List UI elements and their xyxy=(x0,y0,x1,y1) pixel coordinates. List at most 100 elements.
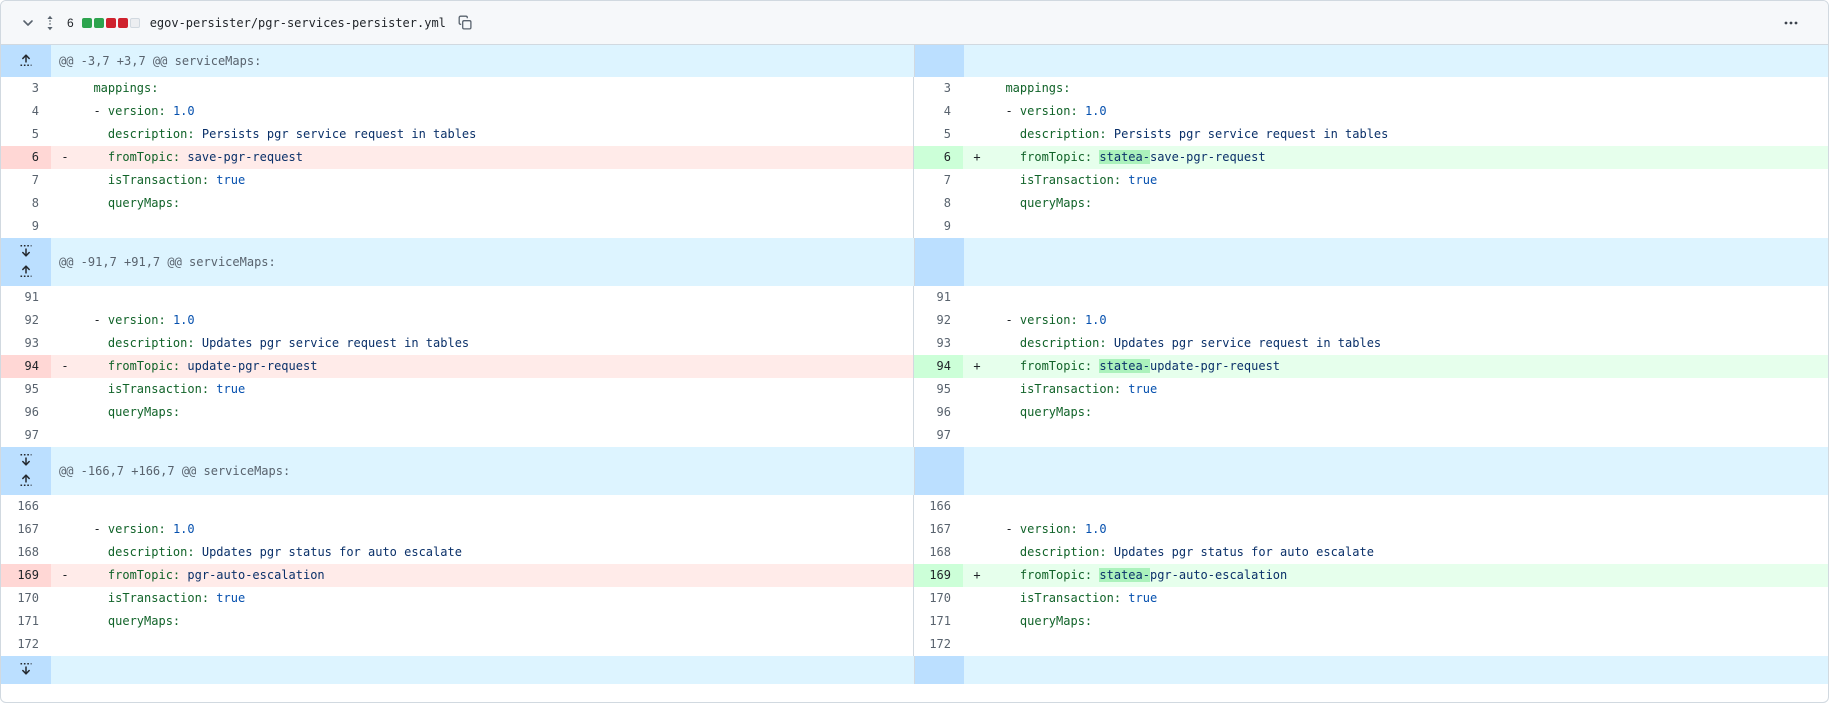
right-code-cell: mappings: xyxy=(1005,81,1071,95)
diff-marker xyxy=(51,401,79,424)
file-options-button[interactable] xyxy=(1780,12,1802,34)
left-code-cell: fromTopic: pgr-auto-escalation xyxy=(107,568,325,582)
hunk-expand-gutter-right xyxy=(914,447,964,495)
left-line-number[interactable]: 5 xyxy=(31,127,39,141)
right-code-cell: description: Updates pgr status for auto… xyxy=(1019,545,1374,559)
right-line-number[interactable]: 169 xyxy=(913,564,963,587)
left-code-cell xyxy=(79,633,913,656)
diff-code-row: 8 queryMaps: 8 queryMaps: xyxy=(1,192,1828,215)
right-line-number[interactable]: 5 xyxy=(913,123,963,146)
right-line-number[interactable]: 97 xyxy=(913,424,963,447)
right-code-cell: - version: 1.0 xyxy=(991,522,1107,536)
left-line-number[interactable]: 170 xyxy=(17,591,39,605)
diff-marker: + xyxy=(973,150,981,164)
left-line-number[interactable]: 97 xyxy=(24,428,39,442)
hunk-header-text: @@ -166,7 +166,7 @@ serviceMaps: xyxy=(59,464,291,478)
hunk-expand-gutter-right xyxy=(914,45,964,77)
fold-down-icon xyxy=(18,243,34,262)
hunk-header-text: @@ -3,7 +3,7 @@ serviceMaps: xyxy=(59,54,262,68)
copy-path-button[interactable] xyxy=(454,12,476,34)
kebab-menu-icon xyxy=(1784,21,1798,24)
left-line-number[interactable]: 8 xyxy=(31,196,39,210)
right-line-number[interactable]: 171 xyxy=(913,610,963,633)
right-code-cell: - version: 1.0 xyxy=(991,104,1107,118)
right-line-number[interactable]: 166 xyxy=(913,495,963,518)
expand-down-button[interactable] xyxy=(1,451,51,471)
expand-up-button[interactable] xyxy=(1,471,51,491)
diff-code-row: 5 description: Persists pgr service requ… xyxy=(1,123,1828,146)
right-line-number[interactable]: 4 xyxy=(913,100,963,123)
left-line-number[interactable]: 94 xyxy=(1,355,51,378)
hunk-header-row: @@ -91,7 +91,7 @@ serviceMaps: xyxy=(1,238,1828,286)
diff-marker xyxy=(963,332,991,355)
diff-marker xyxy=(963,309,991,332)
right-code-cell: isTransaction: true xyxy=(1019,173,1158,187)
left-code-cell: isTransaction: true xyxy=(107,591,246,605)
diff-marker xyxy=(963,401,991,424)
left-line-number[interactable]: 4 xyxy=(31,104,39,118)
right-line-number[interactable]: 92 xyxy=(913,309,963,332)
right-line-number[interactable]: 172 xyxy=(913,633,963,656)
diffstat-square-added xyxy=(81,17,92,28)
left-code-cell: queryMaps: xyxy=(107,196,181,210)
left-line-number[interactable]: 166 xyxy=(17,499,39,513)
diff-code-row: 171 queryMaps: 171 queryMaps: xyxy=(1,610,1828,633)
diffstat xyxy=(81,17,140,28)
right-line-number[interactable]: 167 xyxy=(913,518,963,541)
expand-up-button[interactable] xyxy=(1,262,51,282)
right-code-cell xyxy=(991,215,1828,238)
right-code-cell: queryMaps: xyxy=(1019,196,1093,210)
right-line-number[interactable]: 96 xyxy=(913,401,963,424)
diff-marker xyxy=(51,495,79,518)
fold-up-icon xyxy=(18,52,34,71)
right-code-cell: fromTopic: statea-save-pgr-request xyxy=(1019,150,1266,164)
left-line-number[interactable]: 171 xyxy=(17,614,39,628)
diff-marker xyxy=(51,169,79,192)
right-line-number[interactable]: 170 xyxy=(913,587,963,610)
diff-marker xyxy=(51,309,79,332)
diff-marker xyxy=(963,587,991,610)
fold-up-icon xyxy=(18,263,34,282)
left-code-cell: - version: 1.0 xyxy=(79,313,195,327)
right-line-number[interactable]: 95 xyxy=(913,378,963,401)
right-code-cell xyxy=(991,286,1828,309)
right-line-number[interactable]: 9 xyxy=(913,215,963,238)
left-line-number[interactable]: 172 xyxy=(17,637,39,651)
right-line-number[interactable]: 91 xyxy=(913,286,963,309)
right-line-number[interactable]: 7 xyxy=(913,169,963,192)
left-line-number[interactable]: 93 xyxy=(24,336,39,350)
file-path: egov-persister/pgr-services-persister.ym… xyxy=(149,15,446,30)
left-line-number[interactable]: 167 xyxy=(17,522,39,536)
expand-down-button[interactable] xyxy=(1,660,51,680)
left-line-number[interactable]: 6 xyxy=(1,146,51,169)
left-line-number[interactable]: 92 xyxy=(24,313,39,327)
left-line-number[interactable]: 7 xyxy=(31,173,39,187)
expand-down-button[interactable] xyxy=(1,242,51,262)
collapse-file-button[interactable] xyxy=(17,12,39,34)
left-line-number[interactable]: 91 xyxy=(24,290,39,304)
right-line-number[interactable]: 93 xyxy=(913,332,963,355)
right-line-number[interactable]: 94 xyxy=(913,355,963,378)
diff-code-row: 170 isTransaction: true 170 isTransaction… xyxy=(1,587,1828,610)
changes-count: 6 xyxy=(67,15,74,30)
left-line-number[interactable]: 96 xyxy=(24,405,39,419)
right-code-cell: isTransaction: true xyxy=(1019,382,1158,396)
right-line-number[interactable]: 3 xyxy=(913,77,963,100)
expand-up-button[interactable] xyxy=(1,51,51,71)
diff-marker xyxy=(963,123,991,146)
diff-marker xyxy=(963,495,991,518)
left-code-cell: - version: 1.0 xyxy=(79,104,195,118)
expand-collapse-all-button[interactable] xyxy=(39,12,61,34)
right-line-number[interactable]: 8 xyxy=(913,192,963,215)
right-line-number[interactable]: 168 xyxy=(913,541,963,564)
left-line-number[interactable]: 169 xyxy=(1,564,51,587)
left-code-cell: - version: 1.0 xyxy=(79,522,195,536)
left-line-number[interactable]: 95 xyxy=(24,382,39,396)
expand-collapse-icon xyxy=(47,15,53,30)
left-line-number[interactable]: 9 xyxy=(31,219,39,233)
left-line-number[interactable]: 3 xyxy=(31,81,39,95)
diff-marker xyxy=(963,77,991,100)
left-line-number[interactable]: 168 xyxy=(17,545,39,559)
file-header: 6 egov-persister/pgr-services-persister.… xyxy=(1,1,1828,45)
right-line-number[interactable]: 6 xyxy=(913,146,963,169)
